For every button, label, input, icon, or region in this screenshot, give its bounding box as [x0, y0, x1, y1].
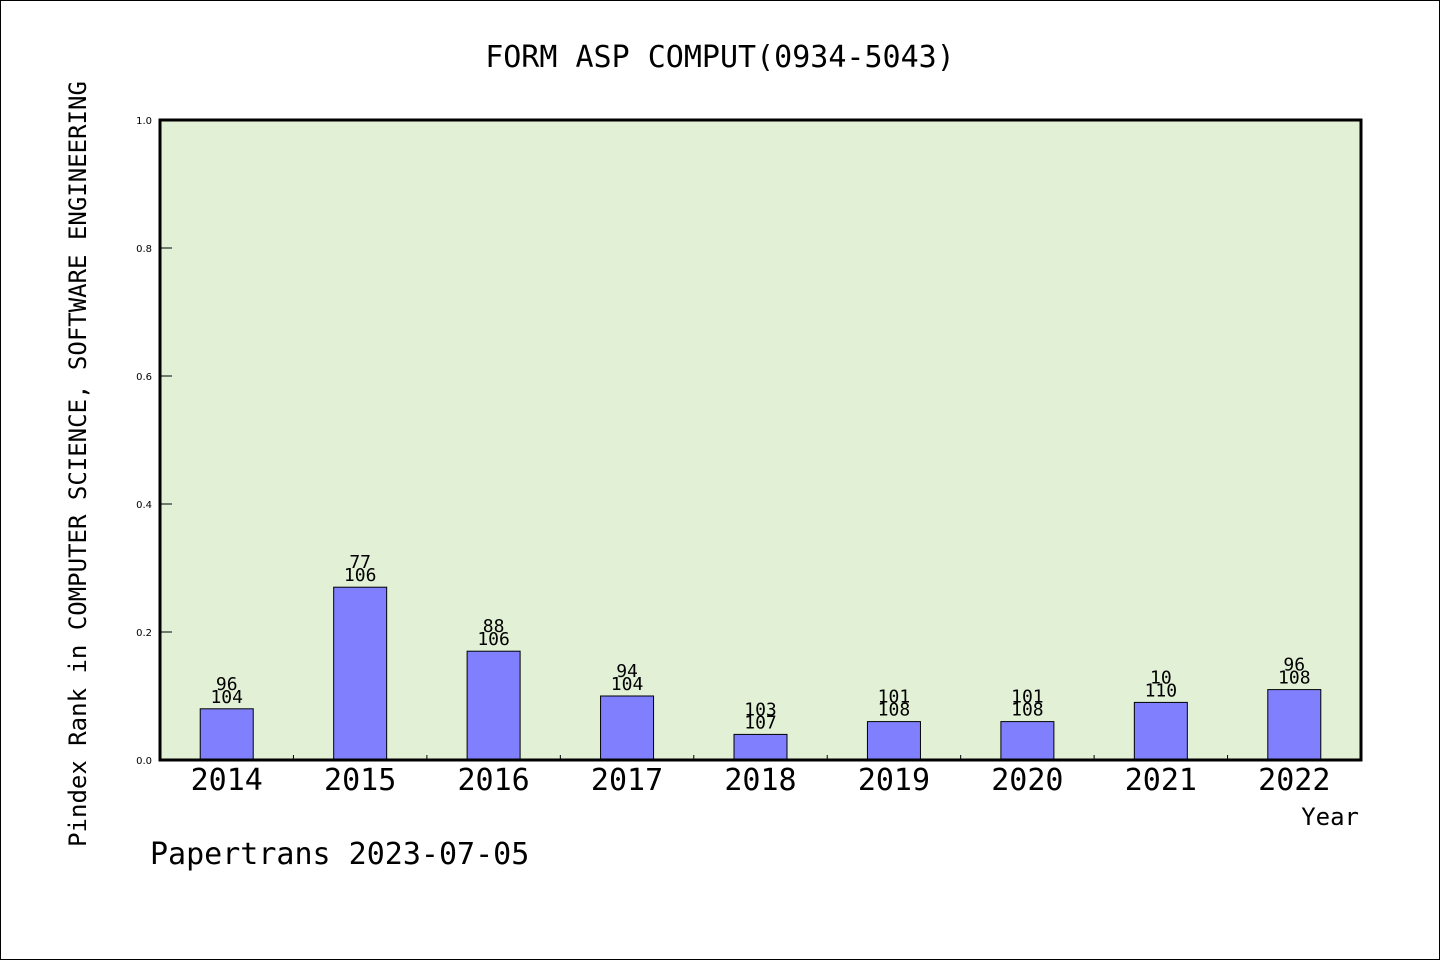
y-tick-label: 0.0: [136, 756, 152, 767]
plot-frame: [158, 118, 1363, 762]
data-label-top: 96: [1283, 655, 1305, 676]
data-label-top: 101: [878, 687, 911, 708]
y-tick-label: 1.0: [136, 116, 152, 127]
y-tick-label: 0.8: [136, 244, 152, 255]
x-tick-label: 2014: [191, 763, 263, 798]
y-tick-label: 0.2: [136, 628, 152, 639]
bar-2022: [1267, 689, 1322, 761]
data-label-bottom: 107: [744, 712, 777, 733]
y-tick-label: 0.4: [136, 500, 152, 511]
bars: [199, 586, 1322, 761]
x-tick-label: 2016: [457, 763, 529, 798]
bar-2019: [866, 721, 921, 761]
data-label-bottom: 104: [611, 674, 644, 695]
data-label-bottom: 106: [344, 565, 377, 586]
x-tick-label: 2022: [1258, 763, 1330, 798]
data-label-top: 10: [1150, 667, 1172, 688]
x-tick-label: 2015: [324, 763, 396, 798]
bar-2016: [466, 650, 521, 761]
data-label-bottom: 106: [477, 629, 510, 650]
bar-2020: [1000, 721, 1055, 761]
x-tick-label: 2021: [1125, 763, 1197, 798]
data-label-bottom: 108: [1278, 668, 1311, 689]
y-tick-label: 0.6: [136, 372, 152, 383]
y-axis-label: Pindex Rank in COMPUTER SCIENCE, SOFTWAR…: [64, 81, 92, 847]
bar-2018: [733, 733, 788, 761]
bar-2017: [600, 695, 655, 761]
data-label-top: 103: [744, 699, 777, 720]
x-tick-label: 2017: [591, 763, 663, 798]
data-label-top: 88: [483, 616, 505, 637]
bar-2021: [1133, 701, 1188, 761]
x-tick-label: 2019: [858, 763, 930, 798]
data-label-top: 101: [1011, 687, 1044, 708]
bar-2014: [199, 708, 254, 761]
data-label-bottom: 110: [1145, 680, 1178, 701]
data-label-bottom: 108: [878, 700, 911, 721]
bar-2015: [333, 586, 388, 761]
x-tick-label: 2018: [724, 763, 796, 798]
x-tick-label: 2020: [991, 763, 1063, 798]
data-label-bottom: 108: [1011, 700, 1044, 721]
data-label-top: 77: [349, 552, 371, 573]
x-axis: 2014 2015 2016 2017 2018 2019 2020 2021 2022: [191, 763, 1331, 798]
data-label-bottom: 104: [210, 687, 243, 708]
x-axis-label: Year: [1301, 803, 1359, 831]
footer-credit: Papertrans 2023-07-05: [150, 837, 529, 872]
data-label-top: 96: [216, 674, 238, 695]
chart-title: FORM ASP COMPUT(0934-5043): [485, 40, 955, 75]
data-label-top: 94: [616, 661, 638, 682]
